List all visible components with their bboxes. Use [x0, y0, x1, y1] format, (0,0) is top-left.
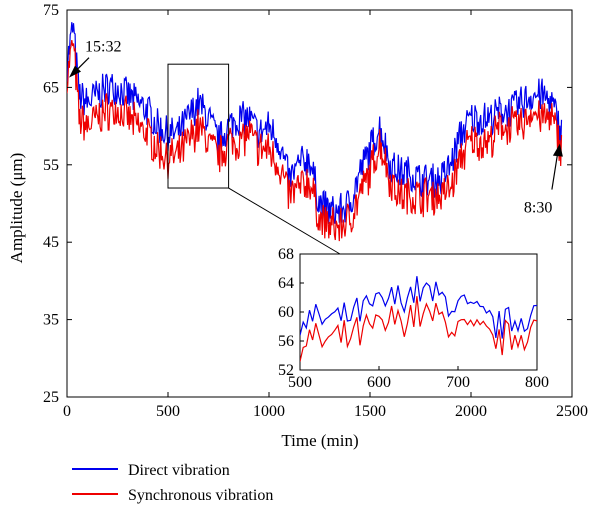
- x-tick-label: 2500: [556, 403, 588, 420]
- y-tick-label: 65: [43, 79, 59, 96]
- x-tick-label: 500: [156, 403, 180, 420]
- annotation-arrowhead-start: [69, 65, 81, 78]
- inset-y-tick-label: 60: [278, 304, 294, 321]
- inset-y-tick-label: 52: [278, 362, 294, 379]
- annotation-arrow-end: [551, 151, 559, 190]
- inset-x-tick-label: 500: [288, 374, 312, 391]
- main-plot-frame: [66, 9, 573, 398]
- legend-label-direct: Direct vibration: [128, 462, 230, 479]
- x-tick-label: 1500: [354, 403, 386, 420]
- x-tick-label: 0: [63, 403, 71, 420]
- inset-series-line-synchronous: [300, 296, 537, 362]
- annotation-end-time: 8:30: [524, 200, 552, 217]
- inset-x-tick-label: 700: [446, 374, 470, 391]
- y-tick-label: 35: [43, 312, 59, 329]
- inset-x-tick-label: 600: [367, 374, 391, 391]
- zoom-connector-line: [228, 187, 341, 255]
- inset-series-line-direct: [300, 276, 537, 339]
- series-line-synchronous: [67, 40, 563, 242]
- x-axis-title: Time (min): [281, 431, 358, 450]
- inset-y-tick-label: 64: [278, 275, 294, 292]
- y-tick-label: 45: [43, 234, 59, 251]
- annotation-start-time: 15:32: [85, 39, 121, 56]
- legend-label-synchronous: Synchronous vibration: [128, 487, 273, 504]
- inset-x-tick-label: 800: [525, 374, 549, 391]
- y-tick-label: 55: [43, 157, 59, 174]
- y-axis-title: Amplitude (μm): [7, 153, 26, 264]
- x-tick-label: 1000: [253, 403, 285, 420]
- y-tick-label: 75: [43, 2, 59, 19]
- legend: Direct vibration Synchronous vibration: [72, 462, 273, 504]
- zoom-source-box: [167, 63, 230, 189]
- annotation-arrowhead-end: [552, 143, 563, 157]
- inset-y-tick-label: 68: [278, 246, 294, 263]
- series-line-direct: [67, 22, 563, 225]
- inset-y-tick-label: 56: [278, 333, 294, 350]
- x-tick-label: 2000: [455, 403, 487, 420]
- y-tick-label: 25: [43, 389, 59, 406]
